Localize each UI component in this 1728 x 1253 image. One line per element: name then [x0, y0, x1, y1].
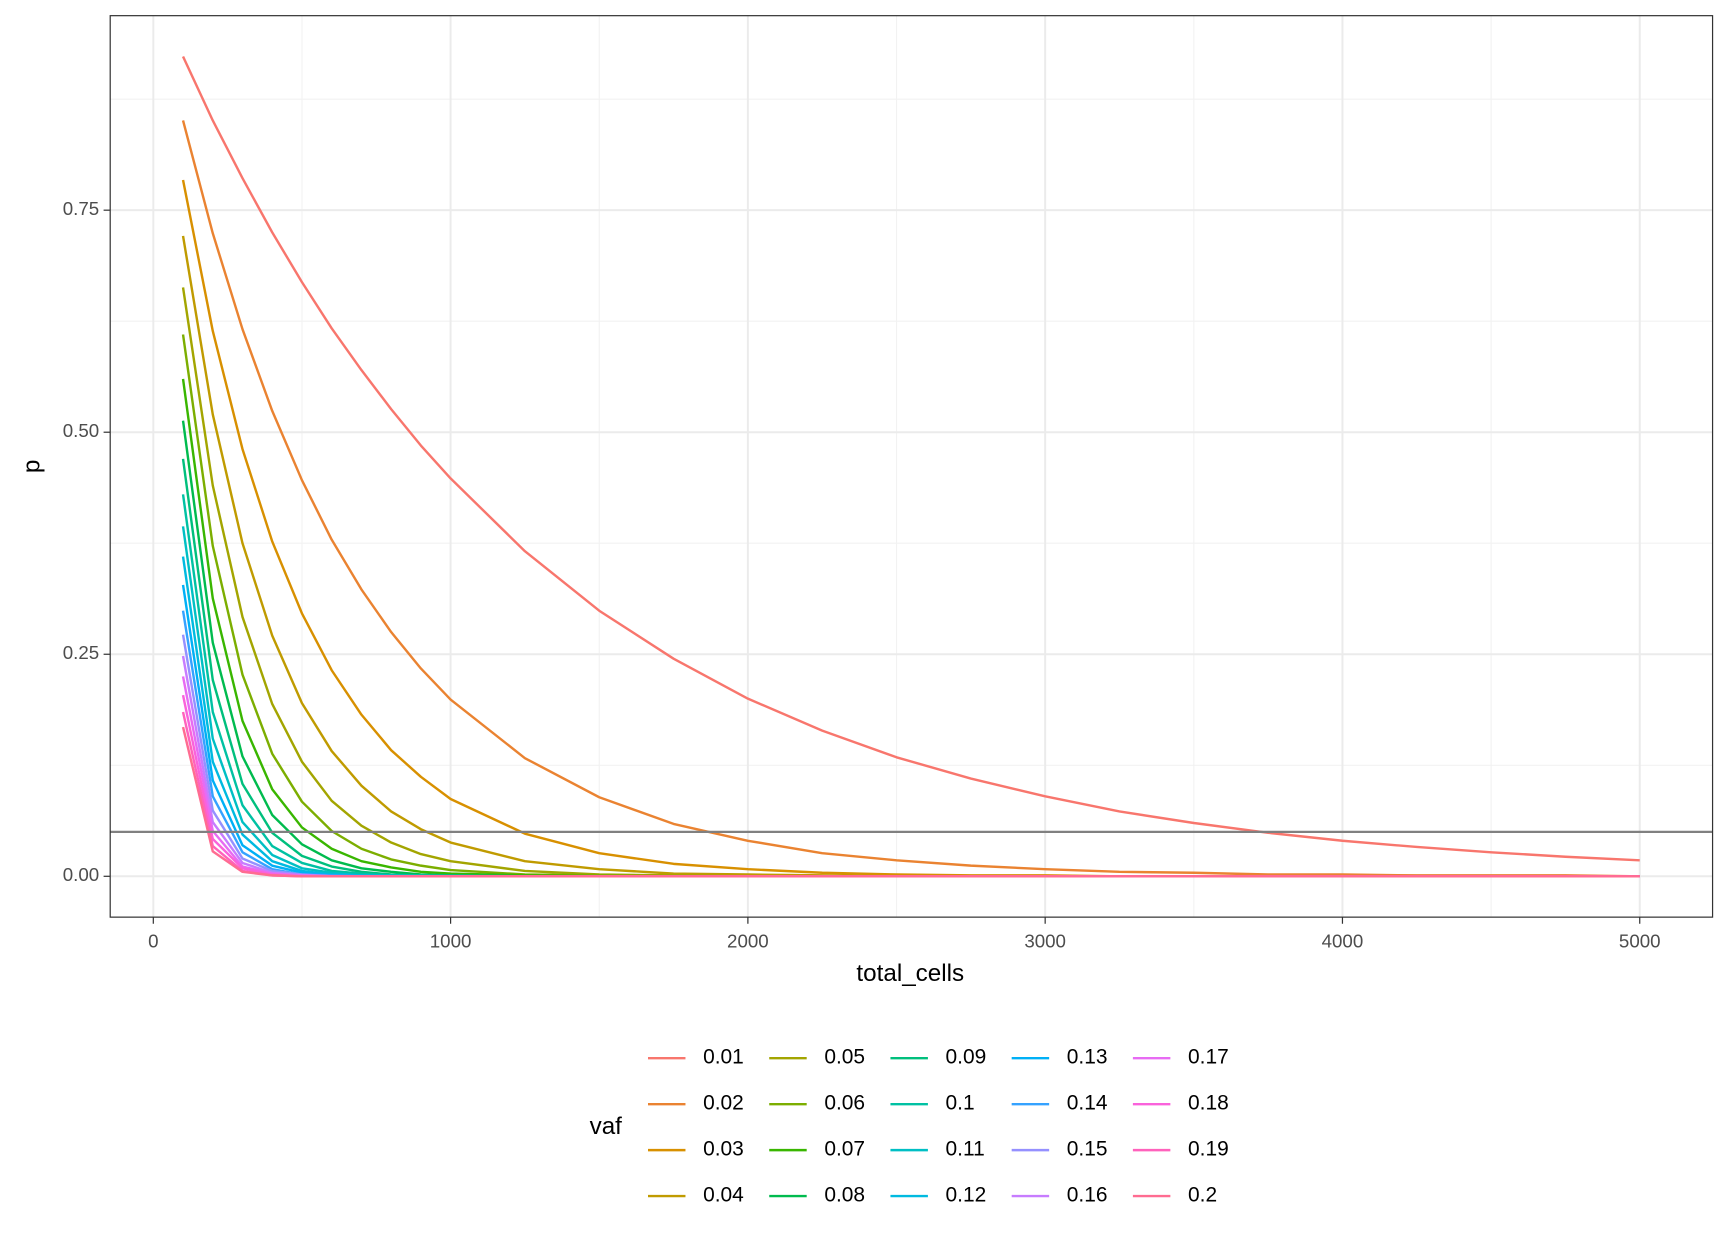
series-line — [181, 420, 1640, 878]
axes: 0 1000 2000 3000 4000 5000 0.00 0.25 0.50 0.75 — [63, 198, 1661, 951]
legend-title: vaf — [590, 1113, 623, 1140]
x-tick-label: 2000 — [727, 930, 769, 951]
legend-label: 0.19 — [1188, 1138, 1229, 1161]
plot-marks — [110, 56, 1713, 878]
legend-label: 0.14 — [1067, 1092, 1108, 1115]
legend-label: 0.1 — [946, 1092, 975, 1115]
series-line — [181, 694, 1640, 878]
legend-label: 0.13 — [1067, 1046, 1108, 1069]
y-tick-label: 0.50 — [63, 420, 99, 441]
legend-label: 0.16 — [1067, 1184, 1108, 1207]
legend-label: 0.15 — [1067, 1138, 1108, 1161]
legend-label: 0.11 — [946, 1138, 985, 1161]
legend-label: 0.09 — [946, 1046, 987, 1069]
legend-label: 0.05 — [824, 1046, 865, 1069]
legend-label: 0.04 — [703, 1184, 744, 1207]
legend-label: 0.18 — [1188, 1092, 1229, 1115]
series-line — [181, 726, 1640, 878]
series-line — [181, 610, 1640, 878]
series-line — [181, 179, 1640, 878]
series-line — [181, 235, 1640, 878]
panel-border — [109, 15, 1714, 918]
series-line — [181, 287, 1640, 878]
series-line — [181, 526, 1640, 878]
x-tick-label: 3000 — [1024, 930, 1066, 951]
series-line — [181, 458, 1640, 878]
series-line — [181, 378, 1640, 878]
series-line — [181, 120, 1640, 878]
legend-label: 0.02 — [703, 1092, 744, 1115]
y-tick-label: 0.00 — [63, 864, 99, 885]
legend-label: 0.12 — [946, 1184, 987, 1207]
series-line — [181, 711, 1640, 878]
legend-label: 0.01 — [703, 1046, 744, 1069]
legend-label: 0.06 — [824, 1092, 865, 1115]
legend-label: 0.07 — [824, 1138, 865, 1161]
legend-label: 0.08 — [824, 1184, 865, 1207]
series-line — [181, 556, 1640, 878]
x-axis-title: total_cells — [856, 960, 964, 987]
x-tick-label: 5000 — [1619, 930, 1661, 951]
series-line — [181, 334, 1640, 878]
grid — [110, 15, 1713, 918]
series-line — [181, 56, 1640, 862]
series-line — [181, 634, 1640, 878]
series-line — [181, 655, 1640, 878]
y-axis-title: p — [18, 460, 45, 473]
x-tick-label: 4000 — [1322, 930, 1364, 951]
y-tick-label: 0.25 — [63, 642, 99, 663]
legend: 0.01 0.02 0.03 0.04 0.05 0.06 0.07 0.08 0.09 0.1 0… — [647, 1046, 1229, 1207]
legend-label: 0.2 — [1188, 1184, 1217, 1207]
x-tick-label: 0 — [148, 930, 158, 951]
legend-label: 0.03 — [703, 1138, 744, 1161]
y-tick-label: 0.75 — [63, 198, 99, 219]
x-tick-label: 1000 — [430, 930, 472, 951]
legend-label: 0.17 — [1188, 1046, 1229, 1069]
